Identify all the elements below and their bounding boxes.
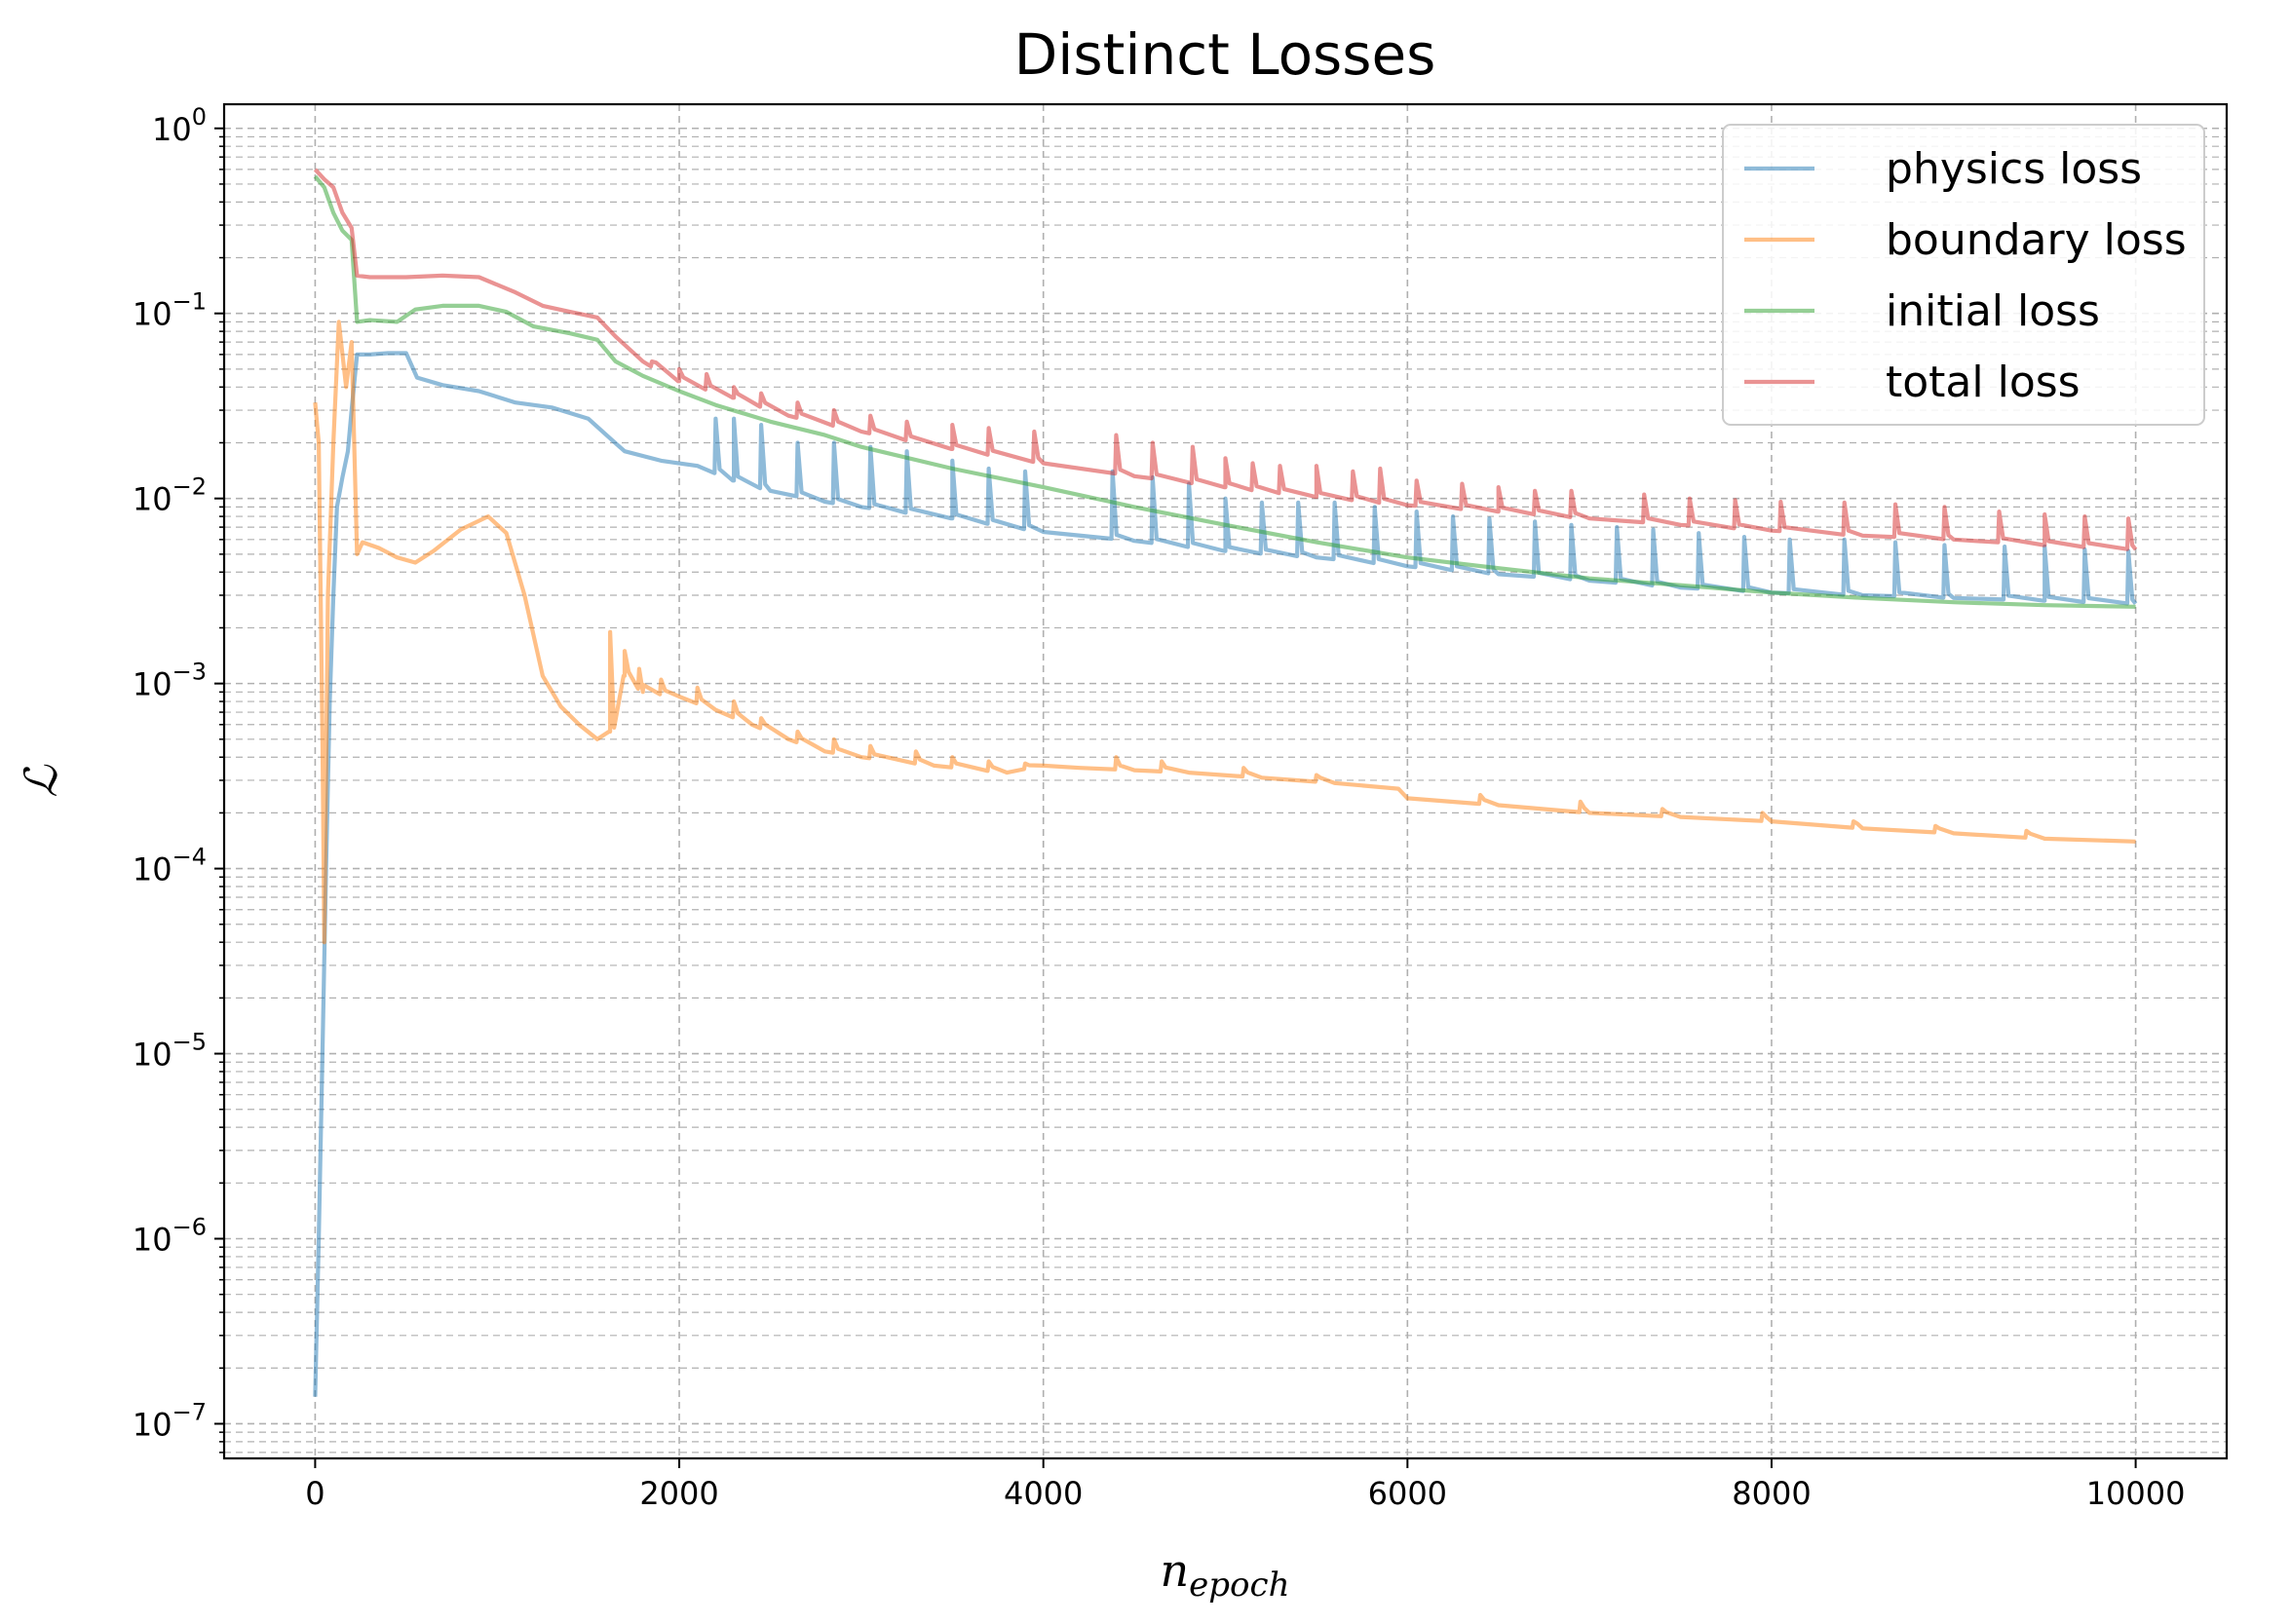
series-lines [313, 168, 2138, 1397]
y-axis: 10−7 10−6 10−5 10−4 10−3 10−2 10−1 100 [133, 103, 224, 1454]
legend: physics loss boundary loss initial loss tot… [1722, 124, 2205, 426]
series-line-boundary-loss [313, 320, 2136, 945]
x-tick-label: 10000 [2086, 1475, 2186, 1512]
legend-item: initial loss [1744, 286, 2100, 336]
legend-label: boundary loss [1886, 215, 2187, 265]
y-tick-label: 10−3 [133, 659, 207, 703]
y-tick-label: 10−5 [133, 1029, 207, 1074]
series-line-total-loss [313, 168, 2138, 551]
y-tick-label: 10−6 [133, 1214, 207, 1259]
chart-title: Distinct Losses [1014, 21, 1436, 88]
x-axis-label-subscript: epoch [1189, 1566, 1289, 1605]
x-tick-label: 6000 [1368, 1475, 1447, 1512]
y-tick-label: 10−4 [133, 844, 207, 888]
y-tick-label: 10−7 [133, 1398, 207, 1443]
x-axis-label-base: n [1161, 1544, 1190, 1597]
legend-box [1722, 124, 2205, 426]
legend-item: boundary loss [1744, 215, 2187, 265]
legend-label: physics loss [1886, 144, 2142, 194]
plot-frame [222, 102, 2229, 1460]
x-tick-label: 0 [305, 1475, 325, 1512]
legend-label: total loss [1886, 358, 2081, 407]
series-line-initial-loss [313, 174, 2136, 609]
legend-label: initial loss [1886, 286, 2100, 336]
x-tick-label: 2000 [639, 1475, 718, 1512]
y-tick-label: 100 [152, 103, 207, 148]
legend-item: physics loss [1744, 144, 2142, 194]
x-tick-label: 8000 [1732, 1475, 1811, 1512]
legend-item: total loss [1744, 358, 2081, 407]
x-axis-label: nepoch [1161, 1544, 1290, 1605]
series-line-physics-loss [313, 351, 2138, 1397]
x-axis: 0 2000 4000 6000 8000 10000 [305, 1458, 2185, 1512]
y-axis-label: ℒ [15, 765, 67, 798]
x-tick-label: 4000 [1004, 1475, 1083, 1512]
y-tick-label: 10−2 [133, 473, 207, 518]
y-tick-label: 10−1 [133, 288, 207, 333]
grid-lines [224, 104, 2227, 1458]
